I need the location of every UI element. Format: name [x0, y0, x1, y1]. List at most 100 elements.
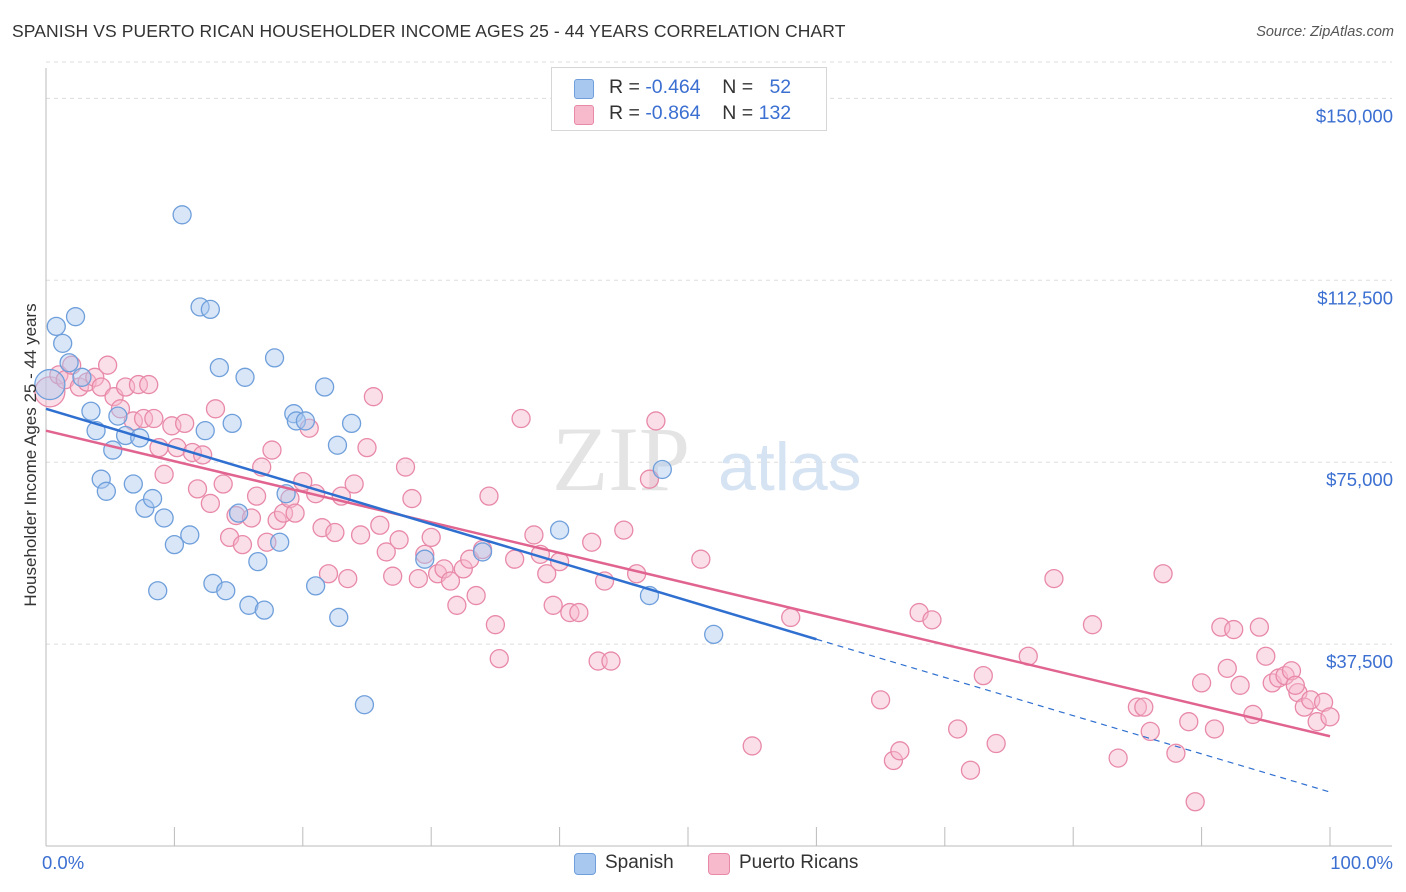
spanish-point — [284, 404, 304, 424]
legend-r-label: R = — [609, 102, 640, 124]
spanish-point — [472, 542, 493, 562]
puerto-rican-point — [154, 464, 174, 484]
puerto-rican-point — [742, 736, 762, 756]
puerto-rican-point — [383, 566, 403, 586]
puerto-rican-point — [947, 719, 968, 739]
legend-n-value: 52 — [769, 76, 792, 98]
spanish-point — [327, 435, 348, 455]
puerto-rican-point — [1166, 743, 1186, 763]
puerto-rican-point — [960, 760, 981, 780]
puerto-rican-point — [1285, 675, 1305, 695]
puerto-rican-point — [363, 387, 384, 407]
puerto-rican-point — [187, 479, 208, 499]
puerto-rican-point — [1230, 675, 1250, 695]
puerto-rican-point — [97, 355, 118, 375]
grid-lines — [46, 61, 1392, 645]
puerto-rican-point — [1108, 748, 1128, 768]
spanish-point — [172, 205, 192, 225]
legend-n-label: N = — [722, 102, 754, 124]
puerto-rican-point — [226, 505, 246, 526]
puerto-rican-point — [133, 408, 154, 429]
puerto-rican-point — [1217, 658, 1237, 678]
puerto-rican-point — [1224, 619, 1244, 640]
bottom-legend-swatch-puerto-ricans — [708, 853, 730, 875]
puerto-rican-point — [781, 607, 801, 628]
puerto-rican-point — [440, 571, 461, 591]
spanish-point — [248, 551, 268, 572]
puerto-rican-point — [1153, 564, 1173, 584]
spanish-point — [34, 368, 66, 401]
puerto-rican-point — [232, 535, 253, 555]
puerto-rican-point — [213, 474, 233, 494]
spanish-point — [91, 469, 111, 489]
bottom-legend-label-spanish: Spanish — [605, 852, 674, 873]
spanish-trend-line — [45, 407, 817, 641]
puerto-rican-point — [350, 525, 371, 545]
spanish-point — [53, 333, 73, 353]
puerto-rican-point — [466, 585, 486, 606]
puerto-rican-point — [139, 374, 159, 395]
spanish-point — [108, 406, 128, 426]
spanish-point — [96, 481, 116, 501]
spanish-point — [341, 413, 362, 434]
spanish-point — [235, 367, 255, 387]
spanish-trend-extension — [816, 638, 1331, 793]
spanish-point — [329, 607, 349, 628]
puerto-rican-point — [524, 525, 544, 545]
puerto-ricans-trend-line — [45, 429, 1331, 738]
puerto-rican-point — [1320, 707, 1340, 727]
x-tick-label-min: 0.0% — [42, 852, 84, 873]
puerto-rican-point — [890, 741, 910, 761]
puerto-rican-point — [453, 559, 473, 579]
puerto-rican-point — [1134, 697, 1154, 717]
spanish-point — [81, 401, 101, 421]
spanish-point — [254, 600, 274, 620]
tick-labels: $37,500 $75,000 $112,500 $150,000 0.0% 100.0% — [42, 105, 1393, 873]
legend-r-label: R = — [609, 76, 640, 98]
puerto-rican-point — [479, 486, 499, 506]
watermark: ZIP atlas — [552, 408, 862, 510]
spanish-point — [549, 520, 570, 540]
spanish-point — [264, 348, 285, 368]
puerto-rican-point — [1307, 712, 1327, 732]
puerto-rican-point — [325, 522, 345, 543]
puerto-rican-point — [1185, 792, 1205, 812]
puerto-rican-point — [376, 542, 396, 562]
puerto-rican-point — [883, 750, 904, 771]
puerto-rican-point — [1127, 697, 1148, 717]
spanish-point — [415, 549, 435, 569]
spanish-point — [195, 421, 215, 441]
bottom-legend-label-puerto-ricans: Puerto Ricans — [739, 852, 859, 873]
puerto-rican-point — [1256, 646, 1276, 666]
y-axis-label: Householder Income Ages 25 - 44 years — [21, 303, 40, 606]
puerto-rican-point — [408, 568, 429, 589]
puerto-rican-point — [1140, 721, 1160, 742]
puerto-rican-point — [614, 520, 634, 540]
puerto-rican-point — [1082, 615, 1103, 635]
spanish-point — [314, 377, 335, 397]
correlation-legend: R = -0.464 N = 52 R = -0.864 N = 132 — [551, 67, 827, 131]
spanish-point — [652, 459, 672, 480]
puerto-rican-point — [175, 413, 195, 434]
spanish-point — [228, 503, 249, 523]
legend-swatch-spanish — [574, 79, 594, 99]
spanish-point — [222, 413, 242, 434]
spanish-point — [704, 624, 724, 645]
source-label: Source: ZipAtlas.com — [1256, 24, 1394, 40]
puerto-rican-point — [870, 690, 891, 710]
puerto-rican-point — [395, 457, 416, 477]
spanish-point — [239, 595, 259, 615]
puerto-rican-point — [447, 595, 467, 615]
spanish-point — [123, 474, 143, 494]
puerto-rican-point — [986, 733, 1006, 754]
spanish-point — [295, 411, 316, 431]
legend-r-value: -0.864 — [645, 102, 701, 124]
legend-text-spanish: R = -0.464 N = 52 — [609, 76, 791, 99]
puerto-rican-point — [241, 508, 262, 528]
puerto-rican-point — [601, 651, 621, 671]
spanish-point — [142, 488, 163, 509]
puerto-rican-point — [1281, 661, 1302, 681]
spanish-point — [103, 440, 123, 460]
puerto-rican-point — [582, 532, 602, 552]
